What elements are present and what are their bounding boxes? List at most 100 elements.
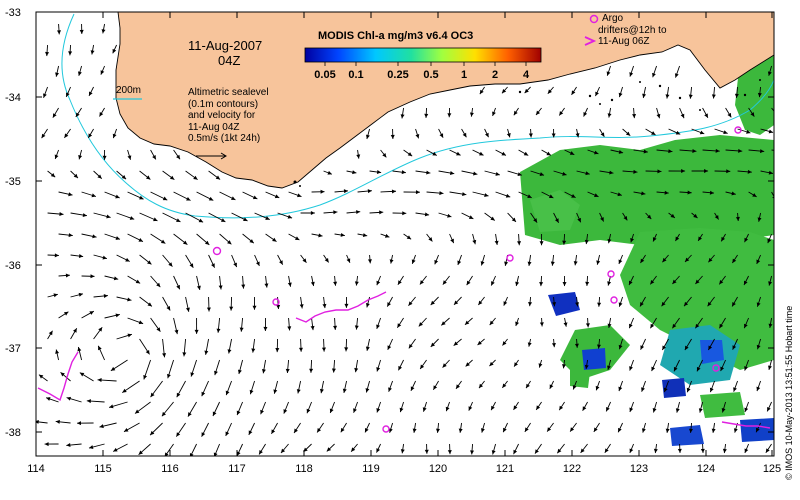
velocity-arrowhead	[215, 175, 221, 180]
velocity-arrowhead	[331, 368, 336, 373]
velocity-arrowhead	[503, 301, 508, 306]
x-tick-label: 120	[429, 463, 447, 475]
velocity-arrowhead	[408, 301, 413, 306]
velocity-arrowhead	[692, 148, 697, 153]
axis-ticks	[35, 11, 774, 456]
velocity-arrowhead	[640, 302, 644, 307]
velocity-arrowhead	[650, 323, 655, 329]
velocity-arrowhead	[44, 442, 49, 447]
velocity-arrowhead	[41, 133, 46, 139]
velocity-arrowhead	[752, 193, 757, 197]
velocity-arrowhead	[376, 324, 380, 329]
velocity-arrowhead	[102, 155, 107, 160]
isobath-legend-label: 200m	[116, 85, 142, 96]
velocity-arrowhead	[595, 385, 600, 391]
velocity-arrowhead	[36, 419, 39, 424]
argo-float	[212, 246, 222, 256]
velocity-arrowhead	[715, 148, 720, 153]
velocity-arrowhead	[129, 216, 135, 220]
velocity-arrowhead	[469, 112, 474, 117]
velocity-arrowhead	[365, 134, 370, 139]
velocity-arrowhead	[442, 363, 447, 368]
velocity-arrowhead	[606, 406, 610, 412]
y-tick-label: -36	[5, 260, 21, 272]
velocity-arrowhead	[167, 373, 171, 379]
velocity-arrowhead	[618, 344, 623, 350]
velocity-arrowhead	[502, 341, 507, 346]
velocity-arrowhead	[249, 239, 254, 244]
velocity-arrowhead	[285, 368, 290, 373]
velocity-arrowhead	[364, 427, 369, 433]
y-tick-label: -35	[5, 176, 21, 188]
velocity-arrowhead	[106, 214, 111, 219]
velocity-arrowhead	[112, 133, 117, 139]
velocity-arrowhead	[618, 149, 624, 154]
velocity-arrowhead	[410, 386, 415, 391]
velocity-arrowhead	[365, 388, 370, 393]
velocity-arrowhead	[322, 303, 327, 309]
velocity-arrowhead	[113, 276, 119, 281]
velocity-arrowhead	[687, 190, 692, 195]
x-tick-label: 121	[496, 463, 514, 475]
velocity-arrowhead	[539, 322, 544, 327]
velocity-arrowhead	[562, 364, 566, 369]
velocity-arrowhead	[574, 343, 579, 348]
argo-legend-line: 11-Aug 06Z	[598, 36, 650, 47]
velocity-arrowhead	[352, 170, 357, 175]
velocity-arrowhead	[538, 363, 543, 368]
velocity-arrowhead	[227, 349, 232, 354]
velocity-arrowhead	[571, 90, 576, 95]
velocity-arrowhead	[439, 133, 444, 138]
velocity-arrowhead	[100, 70, 105, 75]
argo-drifters	[37, 126, 771, 433]
velocity-arrowhead	[185, 307, 190, 312]
colorbar: 0.05 0.1 0.25 0.5 1 2 4	[304, 47, 542, 81]
velocity-arrowhead	[65, 273, 70, 278]
velocity-arrowhead	[595, 91, 599, 97]
velocity-arrowhead	[582, 406, 587, 411]
velocity-arrowhead	[261, 369, 266, 374]
velocity-arrowhead	[356, 154, 361, 159]
velocity-arrowhead	[75, 112, 80, 118]
velocity-arrowhead	[756, 386, 761, 392]
velocity-arrowhead	[709, 387, 714, 393]
velocity-arrowhead	[456, 384, 460, 389]
velocity-arrowhead	[45, 51, 50, 57]
y-axis-labels: -33 -34 -35 -36 -37 -38	[5, 7, 21, 439]
velocity-arrowhead	[99, 112, 104, 117]
velocity-arrowhead	[135, 279, 141, 284]
land-mass	[115, 12, 774, 189]
velocity-arrowhead	[607, 238, 612, 244]
velocity-arrowhead	[735, 216, 740, 222]
velocity-arrowhead	[709, 190, 715, 195]
velocity-arrowhead	[376, 367, 381, 372]
velocity-arrowhead	[445, 406, 450, 412]
velocity-arrowhead	[340, 427, 345, 433]
velocity-arrowhead	[688, 94, 693, 99]
velocity-arrowhead	[472, 239, 477, 245]
velocity-arrowhead	[317, 428, 322, 433]
velocity-arrowhead	[663, 387, 668, 393]
velocity-arrowhead	[77, 346, 82, 352]
velocity-arrowhead	[52, 113, 57, 118]
velocity-arrowhead	[310, 325, 315, 331]
velocity-arrowhead	[319, 388, 324, 394]
velocity-arrowhead	[68, 192, 73, 197]
velocity-arrowhead	[528, 133, 533, 138]
colorbar-gradient	[304, 47, 542, 63]
velocity-arrowhead	[557, 448, 562, 454]
velocity-arrowhead	[757, 92, 762, 98]
velocity-arrowhead	[204, 240, 210, 245]
velocity-arrowhead	[196, 285, 201, 290]
date-text: 11-Aug-2007	[188, 38, 263, 53]
velocity-arrowhead	[665, 428, 670, 433]
velocity-arrowhead	[91, 193, 96, 198]
velocity-arrowhead	[642, 93, 647, 99]
x-tick-label: 117	[228, 463, 246, 475]
velocity-arrowhead	[376, 170, 382, 174]
map-frame	[35, 11, 775, 457]
velocity-arrowhead	[362, 233, 368, 238]
velocity-arrowhead	[744, 237, 749, 243]
velocity-arrowhead	[502, 383, 507, 388]
velocity-arrowhead	[422, 407, 427, 412]
